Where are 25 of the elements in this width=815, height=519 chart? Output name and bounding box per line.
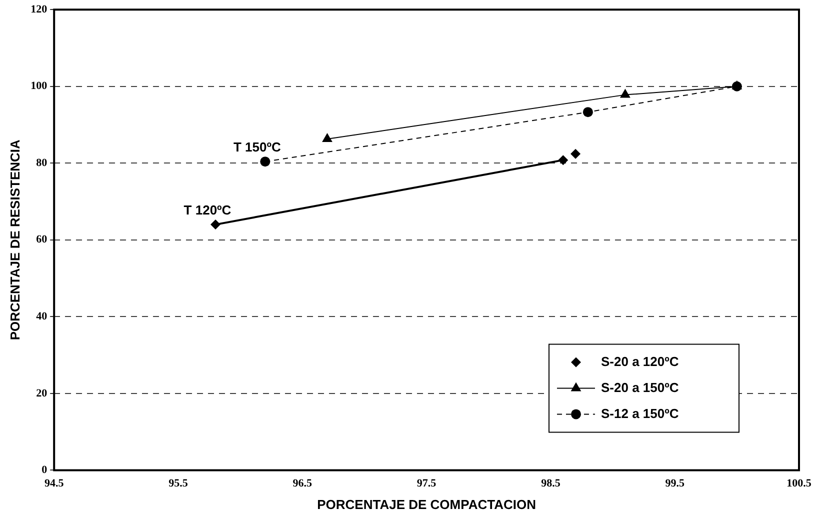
x-tick-label: 100.5 bbox=[786, 478, 812, 490]
y-tick-label: 20 bbox=[36, 387, 48, 400]
x-tick-label: 98.5 bbox=[541, 478, 561, 490]
y-tick-label: 100 bbox=[30, 80, 48, 92]
point bbox=[260, 156, 270, 167]
y-tick-label: 60 bbox=[36, 234, 48, 246]
y-tick-label: 40 bbox=[36, 310, 48, 323]
y-tick-label: 0 bbox=[42, 464, 48, 476]
y-axis-title: PORCENTAJE DE RESISTENCIA bbox=[7, 139, 22, 340]
point bbox=[570, 148, 581, 159]
annotation: T 150ºC bbox=[233, 140, 282, 155]
x-tick-label: 94.5 bbox=[44, 478, 64, 490]
x-tick-label: 99.5 bbox=[665, 478, 685, 490]
y-tick-label: 80 bbox=[36, 156, 48, 169]
point bbox=[620, 88, 630, 98]
x-axis-title: PORCENTAJE DE COMPACTACION bbox=[317, 496, 536, 512]
x-tick-label: 97.5 bbox=[416, 478, 437, 490]
legend-label: S-20 a 150ºC bbox=[601, 380, 680, 395]
point bbox=[582, 107, 593, 118]
x-tick-label: 96.5 bbox=[292, 478, 313, 490]
legend-label: S-20 a 120ºC bbox=[601, 354, 680, 369]
y-tick-label: 120 bbox=[30, 3, 48, 16]
annotation: T 120ºC bbox=[184, 202, 232, 218]
x-tick-label: 95.5 bbox=[168, 478, 188, 490]
legend-label: S-12 a 150ºC bbox=[601, 406, 680, 421]
